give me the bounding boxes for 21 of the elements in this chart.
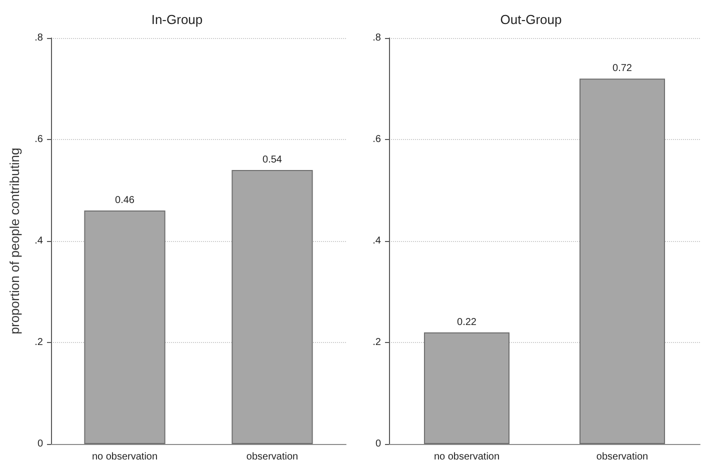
y-tick-label: .6 (34, 134, 44, 145)
x-tick-label: no observation (92, 452, 158, 462)
y-tick-label: 0 (375, 438, 382, 450)
data-label: 0.54 (262, 154, 282, 166)
x-tick-label: observation (246, 452, 298, 462)
chart-title: Out-Group (500, 12, 562, 27)
y-tick-label: .2 (372, 337, 382, 348)
y-tick-label: .4 (34, 236, 44, 246)
y-axis-title: proportion of people contributing (7, 148, 22, 334)
y-tick-label: .8 (34, 32, 44, 44)
x-tick-label: observation (596, 452, 648, 462)
y-tick-label: .4 (372, 236, 382, 246)
y-tick-label: .8 (372, 32, 382, 44)
y-tick-label: .6 (372, 134, 382, 145)
x-tick-label: no observation (434, 452, 500, 462)
chart-title: In-Group (151, 12, 203, 27)
data-label: 0.72 (612, 63, 632, 74)
data-label: 0.46 (115, 195, 135, 206)
data-label: 0.22 (457, 316, 477, 328)
y-tick-label: 0 (37, 438, 44, 450)
y-tick-label: .2 (34, 337, 44, 348)
